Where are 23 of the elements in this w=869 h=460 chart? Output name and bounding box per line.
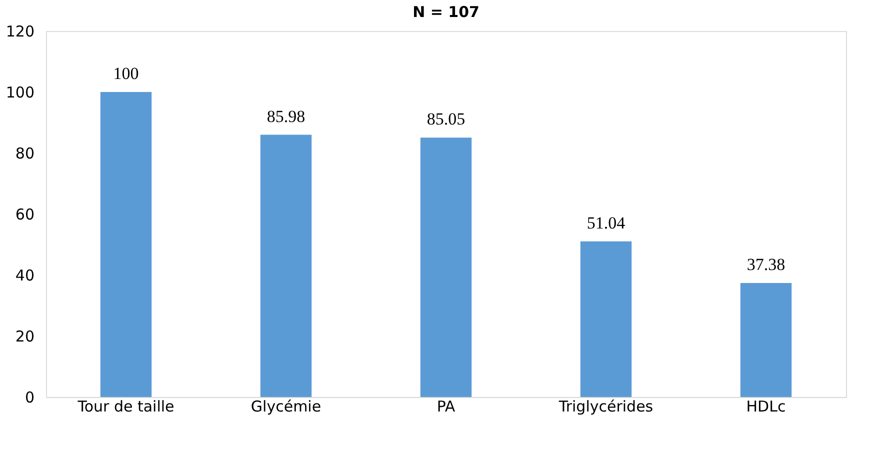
x-tick-label: Glycémie bbox=[250, 398, 322, 416]
bar bbox=[420, 138, 472, 397]
y-tick-label: 0 bbox=[24, 388, 34, 406]
bar bbox=[100, 92, 152, 397]
data-label: 37.38 bbox=[746, 254, 786, 274]
data-label: 85.05 bbox=[426, 110, 466, 129]
bar bbox=[580, 241, 632, 397]
data-label: 51.04 bbox=[586, 213, 626, 232]
y-tick-label: 40 bbox=[15, 266, 34, 284]
bar bbox=[740, 282, 792, 397]
y-tick-label: 20 bbox=[15, 328, 34, 346]
chart-title: N = 107 bbox=[412, 3, 480, 21]
x-tick-label: HDLc bbox=[746, 398, 786, 416]
y-tick-label: 120 bbox=[6, 22, 34, 40]
bar bbox=[260, 134, 312, 397]
x-tick-label: Tour de taille bbox=[76, 398, 174, 416]
y-tick-label: 100 bbox=[6, 84, 34, 102]
y-tick-label: 60 bbox=[15, 206, 34, 224]
y-tick-label: 80 bbox=[15, 144, 34, 162]
x-tick-label: PA bbox=[436, 398, 456, 416]
data-label: 85.98 bbox=[266, 106, 306, 126]
data-label: 100 bbox=[113, 64, 139, 83]
x-tick-label: Triglycérides bbox=[558, 398, 654, 416]
